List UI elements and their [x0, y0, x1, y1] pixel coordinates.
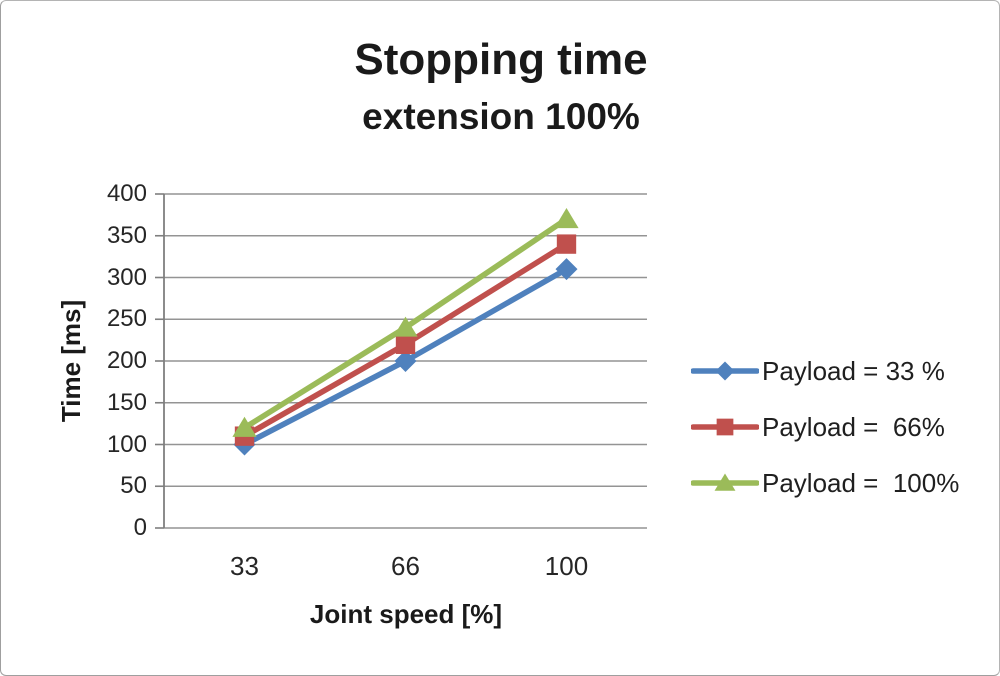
legend-square-marker-icon [691, 418, 759, 436]
legend-triangle-marker-icon [691, 473, 759, 491]
x-axis-title: Joint speed [%] [309, 599, 503, 629]
legend-label: Payload = 100% [762, 467, 960, 498]
square-marker-icon [716, 418, 734, 436]
chart-title: Stopping time [354, 35, 648, 84]
triangle-marker-icon [714, 473, 736, 491]
chart-subtitle: extension 100% [362, 96, 640, 137]
x-tick-label: 33 [230, 551, 259, 581]
y-tick-label: 250 [106, 305, 147, 333]
y-tick-label: 100 [106, 430, 147, 458]
legend-item: Payload = 66% [691, 399, 981, 455]
y-tick-label: 50 [120, 472, 147, 500]
triangle-marker-icon [232, 416, 257, 437]
legend-label: Payload = 66% [762, 411, 945, 442]
legend-item: Payload = 100% [691, 455, 981, 511]
diamond-marker-icon [394, 350, 417, 372]
diamond-marker-icon [715, 361, 735, 381]
y-tick-label: 0 [133, 514, 147, 541]
x-tick-label: 100 [544, 551, 589, 581]
y-tick-label: 200 [106, 347, 147, 374]
square-marker-icon [395, 334, 416, 354]
legend-label: Payload = 33 % [762, 355, 945, 386]
triangle-marker-icon [554, 208, 579, 229]
diamond-marker-icon [555, 258, 578, 281]
legend: Payload = 33 % Payload = 66% Payload = 100… [691, 343, 981, 511]
legend-item: Payload = 33 % [691, 343, 981, 399]
y-tick-label: 350 [106, 221, 147, 249]
triangle-marker-icon [393, 316, 418, 337]
square-marker-icon [556, 234, 577, 254]
y-tick-label: 150 [106, 388, 147, 416]
legend-diamond-marker-icon [691, 361, 759, 381]
y-tick-label: 300 [106, 263, 147, 291]
x-tick-label: 66 [391, 551, 420, 581]
y-tick-label: 400 [106, 180, 147, 207]
